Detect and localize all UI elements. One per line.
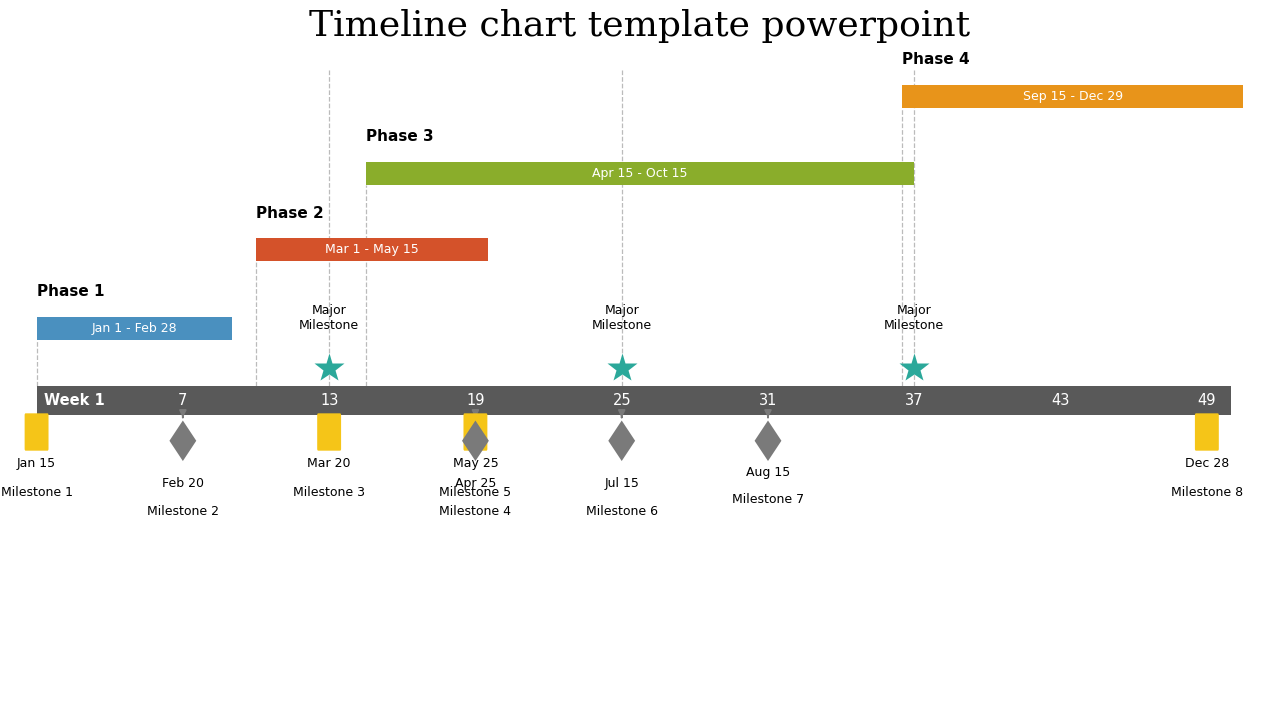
Text: Phase 2: Phase 2 — [256, 205, 324, 220]
Polygon shape — [462, 420, 489, 461]
Polygon shape — [608, 420, 635, 461]
FancyBboxPatch shape — [37, 317, 232, 340]
FancyBboxPatch shape — [24, 413, 49, 451]
FancyBboxPatch shape — [317, 413, 340, 451]
Text: Major
Milestone: Major Milestone — [884, 304, 945, 332]
Text: 37: 37 — [905, 393, 924, 408]
Text: 13: 13 — [320, 393, 338, 408]
Text: Aug 15: Aug 15 — [746, 466, 790, 479]
Text: Major
Milestone: Major Milestone — [591, 304, 652, 332]
Text: Apr 15 - Oct 15: Apr 15 - Oct 15 — [593, 167, 687, 180]
Text: Jan 1 - Feb 28: Jan 1 - Feb 28 — [91, 322, 177, 335]
FancyBboxPatch shape — [1196, 413, 1219, 451]
Text: Milestone 2: Milestone 2 — [147, 505, 219, 518]
Text: 25: 25 — [612, 393, 631, 408]
Text: 7: 7 — [178, 393, 188, 408]
Text: May 25: May 25 — [453, 457, 498, 470]
Text: Jul 15: Jul 15 — [604, 477, 639, 490]
Text: Feb 20: Feb 20 — [161, 477, 204, 490]
Polygon shape — [755, 420, 781, 461]
Text: 19: 19 — [466, 393, 485, 408]
Text: Milestone 8: Milestone 8 — [1171, 486, 1243, 499]
Text: 49: 49 — [1198, 393, 1216, 408]
FancyBboxPatch shape — [366, 161, 914, 185]
Text: Milestone 4: Milestone 4 — [439, 505, 512, 518]
Text: Phase 3: Phase 3 — [366, 129, 434, 144]
Text: Apr 25: Apr 25 — [454, 477, 497, 490]
Text: 31: 31 — [759, 393, 777, 408]
Polygon shape — [169, 420, 196, 461]
Text: Milestone 6: Milestone 6 — [586, 505, 658, 518]
Text: Jan 15: Jan 15 — [17, 457, 56, 470]
FancyBboxPatch shape — [37, 386, 1231, 415]
Text: Timeline chart template powerpoint: Timeline chart template powerpoint — [310, 9, 970, 43]
Text: Phase 4: Phase 4 — [902, 53, 970, 68]
Text: Mar 20: Mar 20 — [307, 457, 351, 470]
Text: Dec 28: Dec 28 — [1185, 457, 1229, 470]
Text: Sep 15 - Dec 29: Sep 15 - Dec 29 — [1023, 90, 1123, 103]
Text: Week 1: Week 1 — [44, 393, 105, 408]
FancyBboxPatch shape — [463, 413, 488, 451]
FancyBboxPatch shape — [256, 238, 488, 261]
FancyBboxPatch shape — [902, 85, 1243, 109]
Text: Mar 1 - May 15: Mar 1 - May 15 — [325, 243, 419, 256]
Text: 43: 43 — [1051, 393, 1070, 408]
Text: Milestone 1: Milestone 1 — [0, 486, 73, 499]
Text: Milestone 7: Milestone 7 — [732, 493, 804, 506]
Text: Phase 1: Phase 1 — [37, 284, 104, 300]
Text: Major
Milestone: Major Milestone — [300, 304, 360, 332]
Text: Milestone 3: Milestone 3 — [293, 486, 365, 499]
Text: Milestone 5: Milestone 5 — [439, 486, 512, 499]
